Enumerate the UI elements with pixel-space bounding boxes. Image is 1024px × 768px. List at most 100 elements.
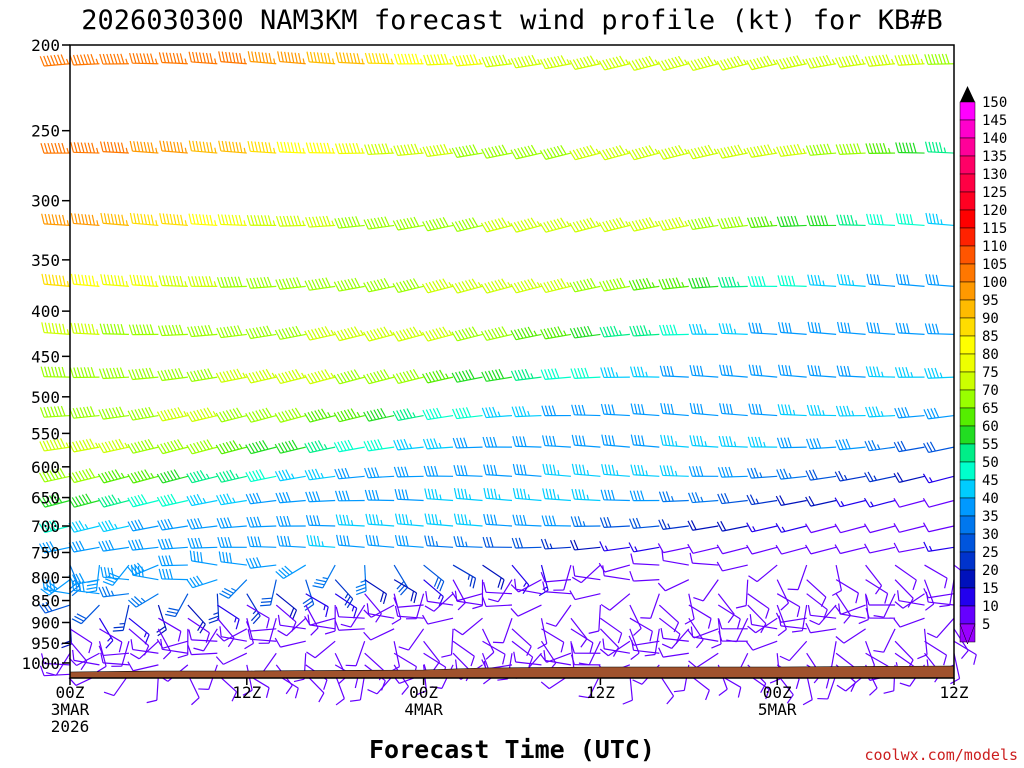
wind-barb (922, 473, 955, 484)
wind-barb (571, 564, 601, 584)
wind-barb (893, 472, 925, 483)
wind-barb (628, 517, 660, 529)
wind-barb (215, 407, 247, 423)
wind-barb (687, 520, 719, 531)
wind-barb (569, 217, 601, 233)
wind-barb (392, 326, 424, 342)
wind-barb (275, 215, 306, 227)
wind-barb (569, 325, 601, 339)
wind-barb (778, 364, 807, 378)
wind-barb (775, 544, 807, 555)
colorbar-label: 70 (982, 383, 999, 399)
wind-barb (215, 368, 247, 383)
wind-barb (821, 641, 837, 669)
colorbar-swatch (959, 317, 976, 337)
colorbar-label: 140 (982, 131, 1007, 147)
wind-barb (776, 593, 801, 618)
wind-barb (334, 467, 365, 480)
wind-barb (72, 649, 100, 666)
colorbar-label: 150 (982, 95, 1007, 111)
colorbar-label: 120 (982, 203, 1007, 219)
wind-barb (482, 640, 506, 665)
wind-barb (422, 438, 454, 450)
wind-barb (630, 403, 660, 417)
colorbar-label: 80 (982, 347, 999, 363)
wind-barb (70, 273, 100, 287)
wind-barb (719, 403, 748, 417)
colorbar-swatch (959, 335, 976, 355)
wind-barb (100, 274, 129, 287)
wind-barb (778, 615, 807, 630)
wind-barb (924, 53, 955, 65)
wind-barb (128, 324, 159, 336)
wind-barb (186, 575, 218, 589)
wind-barb (275, 277, 306, 290)
wind-barb (70, 142, 100, 154)
wind-barb (38, 467, 71, 483)
wind-barb (68, 573, 100, 586)
colorbar-swatch (959, 101, 976, 121)
wind-barb (127, 469, 159, 484)
wind-barb (553, 564, 572, 591)
colorbar-swatch (959, 425, 976, 445)
y-tick-label: 450 (31, 347, 60, 366)
wind-barb (893, 498, 925, 508)
wind-barb (277, 614, 306, 630)
wind-barb (216, 628, 248, 642)
wind-barb (345, 641, 366, 667)
wind-barb (482, 436, 513, 448)
wind-barb (392, 369, 424, 384)
colorbar-swatch (959, 245, 976, 265)
y-axis: 200 250 300 350 400 450 500 550 600 650 700 750 800 8… (21, 36, 70, 673)
wind-barb (304, 468, 336, 481)
wind-barb (364, 579, 388, 605)
wind-barb (481, 54, 513, 68)
colorbar-swatch (959, 389, 976, 409)
wind-barb (129, 140, 159, 154)
wind-barb (924, 367, 955, 379)
wind-barb (274, 637, 306, 648)
wind-barb (335, 52, 365, 65)
wind-barb (186, 439, 218, 455)
wind-barb (97, 519, 130, 533)
wind-barb (423, 564, 445, 592)
wind-barb (588, 604, 601, 634)
colorbar-label: 125 (982, 185, 1007, 201)
wind-barb (660, 403, 689, 417)
wind-barb (335, 606, 365, 619)
wind-barb (68, 520, 100, 533)
wind-barb (157, 518, 188, 531)
colorbar-swatch (959, 155, 976, 175)
wind-barb (334, 216, 365, 229)
wind-barb (422, 369, 454, 384)
wind-barb (831, 564, 843, 597)
wind-barb (98, 617, 114, 649)
wind-barb (835, 143, 866, 155)
wind-barb (453, 617, 483, 636)
wind-barb (481, 406, 513, 419)
wind-barb (157, 628, 172, 660)
wind-barb (441, 628, 454, 658)
y-tick-label: 800 (31, 568, 60, 587)
wind-barb (187, 604, 206, 634)
wind-barb (747, 436, 778, 448)
wind-barb (748, 403, 778, 417)
wind-barb (424, 513, 454, 527)
wind-barb (336, 534, 365, 548)
colorbar-label: 10 (982, 599, 999, 615)
wind-barb (541, 435, 571, 448)
wind-barb (335, 514, 365, 527)
x-tick-label: 3MAR (51, 700, 90, 719)
wind-barb (570, 628, 594, 653)
wind-barb (274, 369, 306, 385)
wind-barb (276, 141, 306, 154)
wind-barb (186, 517, 218, 530)
wind-barb (186, 407, 218, 423)
wind-barb (423, 53, 454, 66)
wind-barb (926, 617, 955, 639)
wind-barb (393, 53, 424, 65)
wind-barb (334, 593, 358, 619)
wind-barb (363, 326, 395, 342)
wind-barb (805, 523, 837, 534)
wind-barb (805, 54, 837, 69)
